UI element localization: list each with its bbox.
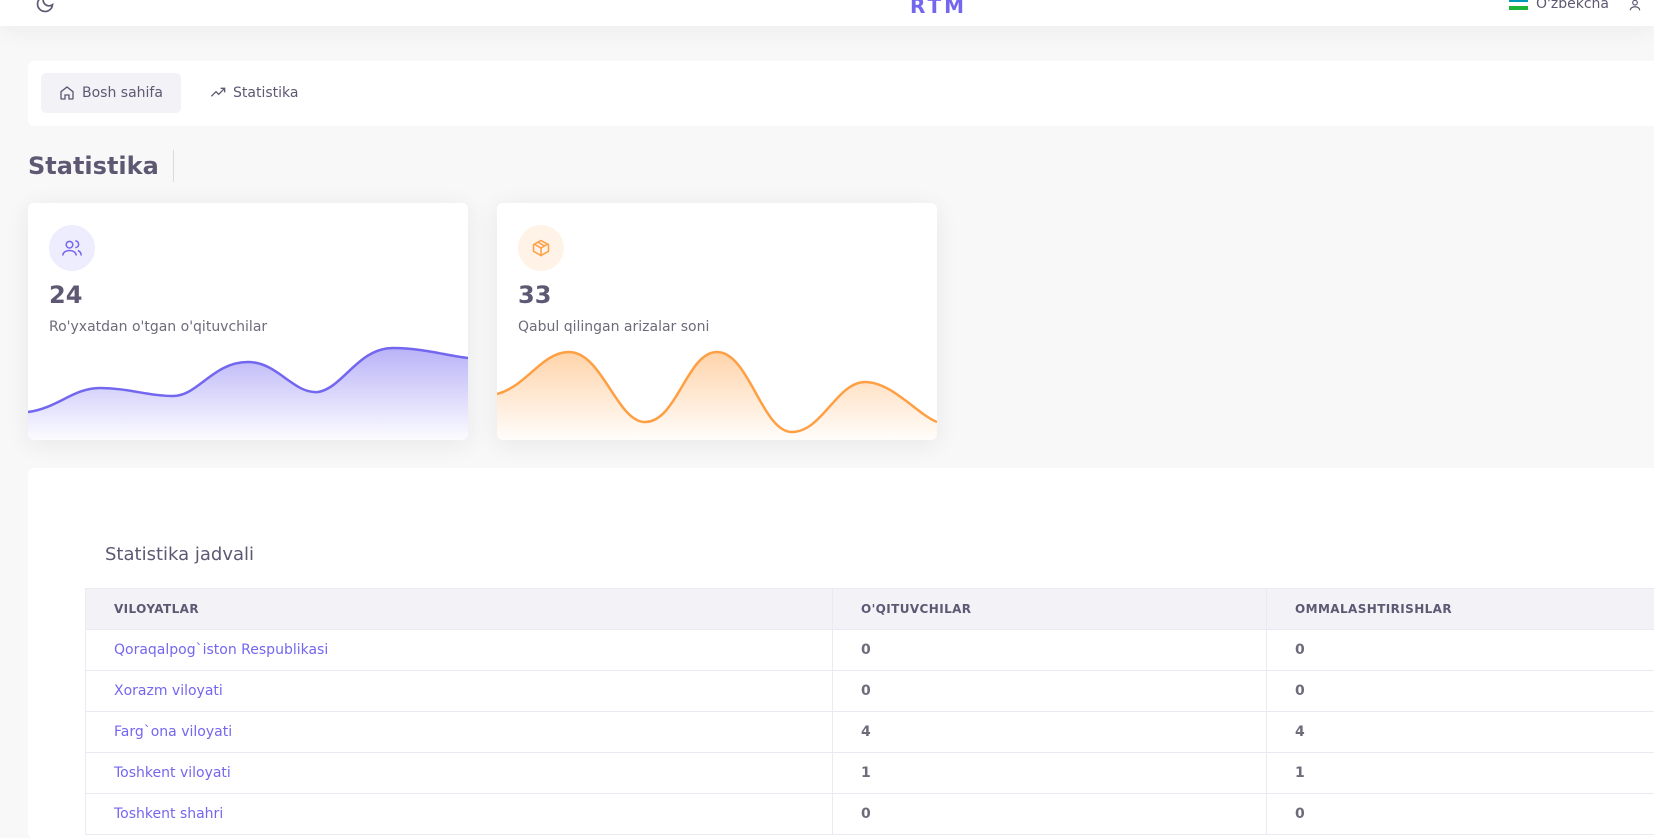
moon-icon[interactable] bbox=[35, 0, 55, 14]
teachers-count: 24 bbox=[49, 281, 82, 309]
region-link[interactable]: Toshkent viloyati bbox=[86, 753, 833, 794]
statistics-table-card: Statistika jadvali VILOYATLAR O'QITUVCHI… bbox=[28, 468, 1654, 838]
top-navbar: RTM O'zbekcha bbox=[0, 0, 1654, 26]
table-row: Toshkent shahri 0 0 bbox=[86, 794, 1654, 835]
column-header-promotions[interactable]: OMMALASHTIRISHLAR bbox=[1267, 589, 1654, 630]
column-header-teachers[interactable]: O'QITUVCHILAR bbox=[833, 589, 1267, 630]
home-icon bbox=[59, 85, 75, 101]
language-label: O'zbekcha bbox=[1536, 0, 1609, 12]
table-row: Toshkent viloyati 1 1 bbox=[86, 753, 1654, 794]
trending-up-icon bbox=[210, 85, 226, 101]
table-header-row: VILOYATLAR O'QITUVCHILAR OMMALASHTIRISHL… bbox=[86, 589, 1654, 630]
promotions-cell: 1 bbox=[1267, 753, 1654, 794]
column-header-regions[interactable]: VILOYATLAR bbox=[86, 589, 833, 630]
breadcrumb-home-label: Bosh sahifa bbox=[82, 85, 163, 101]
teachers-avatar bbox=[49, 225, 95, 271]
region-link[interactable]: Xorazm viloyati bbox=[86, 671, 833, 712]
teachers-sparkline bbox=[28, 330, 468, 440]
promotions-cell: 4 bbox=[1267, 712, 1654, 753]
table-row: Farg`ona viloyati 4 4 bbox=[86, 712, 1654, 753]
brand-logo[interactable]: RTM bbox=[910, 0, 967, 18]
teachers-cell: 1 bbox=[833, 753, 1267, 794]
breadcrumb-home[interactable]: Bosh sahifa bbox=[41, 73, 181, 113]
applications-avatar bbox=[518, 225, 564, 271]
teachers-cell: 0 bbox=[833, 794, 1267, 835]
box-icon bbox=[531, 238, 551, 258]
applications-sparkline bbox=[497, 330, 937, 440]
uzbekistan-flag-icon bbox=[1509, 0, 1528, 10]
region-link[interactable]: Farg`ona viloyati bbox=[86, 712, 833, 753]
teachers-stat-card: 24 Ro'yxatdan o'tgan o'qituvchilar bbox=[28, 203, 468, 440]
promotions-cell: 0 bbox=[1267, 630, 1654, 671]
promotions-cell: 0 bbox=[1267, 671, 1654, 712]
table-row: Qoraqalpog`iston Respublikasi 0 0 bbox=[86, 630, 1654, 671]
region-link[interactable]: Toshkent shahri bbox=[86, 794, 833, 835]
breadcrumb: Bosh sahifa Statistika bbox=[28, 61, 1654, 126]
region-link[interactable]: Qoraqalpog`iston Respublikasi bbox=[86, 630, 833, 671]
breadcrumb-statistika[interactable]: Statistika bbox=[192, 73, 316, 113]
teachers-cell: 0 bbox=[833, 630, 1267, 671]
users-icon bbox=[62, 238, 82, 258]
page-title: Statistika bbox=[28, 150, 174, 182]
user-icon[interactable] bbox=[1628, 0, 1642, 12]
applications-count: 33 bbox=[518, 281, 551, 309]
language-selector[interactable]: O'zbekcha bbox=[1509, 0, 1609, 12]
promotions-cell: 0 bbox=[1267, 794, 1654, 835]
teachers-cell: 4 bbox=[833, 712, 1267, 753]
breadcrumb-statistika-label: Statistika bbox=[233, 85, 298, 101]
table-title: Statistika jadvali bbox=[105, 544, 254, 565]
table-row: Xorazm viloyati 0 0 bbox=[86, 671, 1654, 712]
teachers-cell: 0 bbox=[833, 671, 1267, 712]
statistics-table: VILOYATLAR O'QITUVCHILAR OMMALASHTIRISHL… bbox=[85, 588, 1654, 835]
applications-stat-card: 33 Qabul qilingan arizalar soni bbox=[497, 203, 937, 440]
